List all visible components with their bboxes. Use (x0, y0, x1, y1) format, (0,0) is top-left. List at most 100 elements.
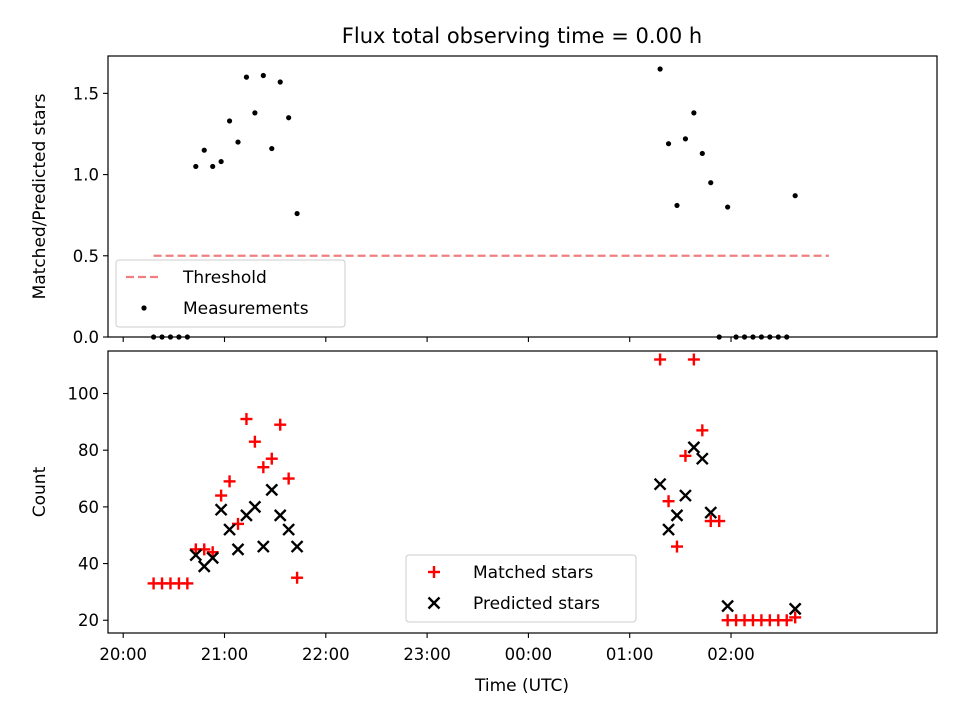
data-point (780, 614, 793, 627)
x-tick-label: 22:00 (302, 645, 350, 664)
x-axis-label: Time (UTC) (474, 676, 569, 696)
data-point (286, 115, 292, 121)
y-tick-label: 80 (78, 441, 99, 460)
legend-label: Measurements (183, 299, 309, 319)
series-measurements (150, 66, 798, 340)
x-tick-label: 02:00 (707, 645, 755, 664)
data-point (218, 158, 224, 165)
plot-frame (107, 350, 938, 634)
top-panel-ratio: 0.0 0.5 1.0 1.5 Matched/Predicted stars Thres… (30, 55, 938, 347)
data-point (223, 475, 236, 488)
data-point (670, 540, 683, 553)
y-tick-label: 100 (68, 385, 100, 404)
data-point (696, 424, 709, 437)
data-point (670, 509, 684, 522)
legend-label: Threshold (182, 268, 267, 288)
data-point (282, 523, 296, 536)
data-point (282, 472, 295, 485)
y-tick-label: 20 (78, 611, 99, 630)
data-point (789, 611, 802, 624)
data-point (294, 210, 300, 217)
legend-label: Matched stars (473, 563, 593, 583)
y-tick-label: 40 (78, 555, 99, 574)
legend-box (405, 554, 637, 623)
data-point (265, 452, 278, 465)
data-point (695, 452, 709, 466)
data-point (699, 150, 705, 157)
data-point (257, 461, 270, 474)
data-point (687, 441, 701, 454)
data-point (704, 506, 718, 519)
data-point (657, 66, 663, 72)
series-matched-stars (147, 353, 802, 627)
data-point (662, 495, 675, 508)
data-point (687, 353, 700, 366)
data-point (248, 500, 262, 514)
data-point (679, 449, 692, 462)
data-point (274, 418, 287, 431)
data-point (679, 489, 692, 502)
data-point (269, 145, 275, 152)
x-tick-label: 21:00 (201, 645, 249, 664)
data-point (206, 551, 220, 565)
y-tick-label: 0.0 (73, 328, 99, 347)
data-point (665, 141, 672, 147)
data-point (792, 193, 798, 199)
data-point (231, 543, 245, 556)
data-point (248, 435, 261, 448)
y-tick-label: 1.0 (73, 166, 99, 185)
y-tick-label: 0.5 (73, 247, 99, 266)
y-axis-label: Matched/Predicted stars (30, 93, 50, 299)
y-tick-label: 60 (78, 498, 99, 517)
data-point (265, 483, 279, 497)
legend-swatch (141, 305, 147, 311)
y-axis-label: Count (30, 466, 50, 517)
legend-swatch (427, 596, 441, 610)
data-point (277, 79, 283, 85)
chart-title: Flux total observing time = 0.00 h (342, 24, 702, 48)
data-point (662, 523, 675, 536)
legend-swatch (428, 566, 440, 578)
data-point (193, 163, 199, 170)
data-point (223, 523, 236, 536)
data-point (721, 599, 734, 613)
y-tick-label: 1.5 (73, 84, 99, 103)
data-point (788, 602, 802, 616)
data-point (273, 509, 287, 522)
x-tick-label: 01:00 (606, 645, 654, 664)
data-point (260, 72, 266, 79)
data-point (654, 353, 667, 366)
plot-frame (107, 55, 938, 338)
bottom-panel-counts: 20 40 60 80 100 Count 20:00 21:00 22:00 23:00 00:0… (30, 350, 938, 664)
x-tick-label: 20:00 (99, 645, 147, 664)
legend-box (115, 259, 346, 328)
data-point (290, 540, 304, 553)
data-point (243, 74, 250, 80)
data-point (210, 163, 216, 170)
legend: Matched stars Predicted stars (405, 554, 637, 623)
data-point (214, 503, 228, 517)
data-point (235, 139, 241, 145)
data-point (708, 180, 714, 186)
legend: Threshold Measurements (115, 259, 346, 328)
data-point (256, 540, 270, 553)
legend-label: Predicted stars (473, 594, 600, 614)
x-tick-label: 23:00 (403, 645, 451, 664)
data-point (252, 110, 258, 116)
x-tick-label: 00:00 (505, 645, 553, 664)
data-point (189, 548, 203, 562)
data-point (226, 118, 233, 124)
data-point (725, 204, 731, 210)
data-point (691, 110, 697, 116)
data-point (713, 515, 726, 528)
data-point (653, 477, 667, 491)
data-point (674, 202, 680, 209)
data-point (240, 413, 253, 426)
series-predicted-stars (189, 441, 802, 616)
data-point (215, 489, 228, 502)
data-point (682, 136, 689, 142)
data-point (201, 147, 207, 153)
data-point (291, 571, 304, 584)
data-point (181, 577, 194, 590)
